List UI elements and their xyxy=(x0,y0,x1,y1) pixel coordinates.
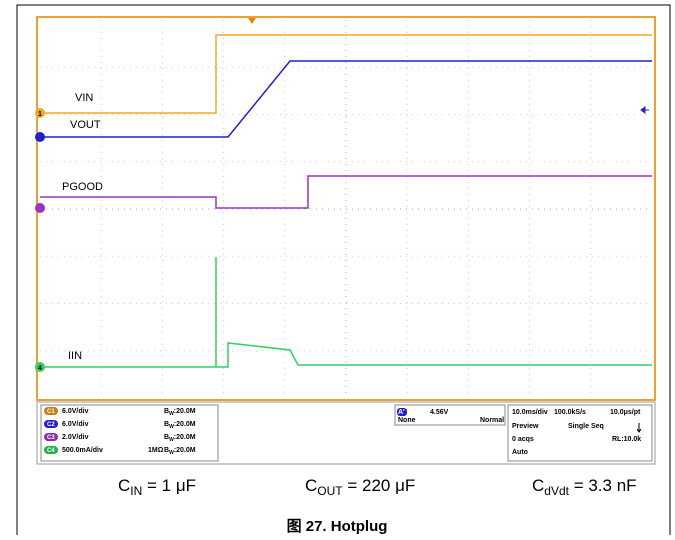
seq-arrow xyxy=(636,423,642,433)
iin-trace xyxy=(40,257,652,368)
bw-sub: W xyxy=(169,411,174,417)
caption-cin: CIN = 1 μF xyxy=(118,476,196,498)
bw-sub: W xyxy=(169,437,174,443)
trace-label: VOUT xyxy=(70,119,101,131)
channel-id: C4 xyxy=(47,448,55,454)
caption-rest: = 220 μF xyxy=(343,476,416,495)
ch4-marker xyxy=(35,362,45,372)
trigger-box xyxy=(394,404,506,426)
channel-bandwidth: BW:20.0M xyxy=(164,447,196,456)
bw-value: :20.0M xyxy=(174,421,196,428)
bw-base: B xyxy=(164,421,169,428)
trigger-source: A' xyxy=(398,409,405,416)
channel-id: C3 xyxy=(47,435,55,441)
vout-trace xyxy=(40,60,652,138)
resolution: 10.0μs/pt xyxy=(610,409,641,416)
sequence: Single Seq xyxy=(568,423,604,430)
trigger-chip xyxy=(397,408,407,416)
channel-scale: 500.0mA/div xyxy=(62,447,103,454)
bw-value: :20.0M xyxy=(174,434,196,441)
caption-rest: = 3.3 nF xyxy=(569,476,637,495)
acquisition-box xyxy=(507,404,653,462)
trigger-level: 4.56V xyxy=(430,409,449,416)
channel-scale: 6.0V/div xyxy=(62,408,89,415)
caption-base: C xyxy=(532,476,544,495)
bw-sub: W xyxy=(169,450,174,456)
ch4-marker-label: 4 xyxy=(38,365,42,372)
trigger-auto: Auto xyxy=(512,449,528,456)
channel-scale: 2.0V/div xyxy=(62,434,89,441)
figure-border xyxy=(16,4,671,535)
bw-value: :20.0M xyxy=(174,447,196,454)
grid xyxy=(40,20,652,398)
timebase: 10.0ms/div xyxy=(512,409,548,416)
channel-chip xyxy=(44,446,58,454)
channel-id: C2 xyxy=(47,422,55,428)
figure-caption: 图 27. Hotplug xyxy=(287,518,388,535)
sample-rate: 100.0kS/s xyxy=(554,409,586,416)
channel-id: C1 xyxy=(47,409,55,415)
caption-cout: COUT = 220 μF xyxy=(305,476,415,498)
caption-base: C xyxy=(305,476,317,495)
bw-sub: W xyxy=(169,424,174,430)
trigger-coupling: None xyxy=(398,417,416,424)
caption-sub: OUT xyxy=(317,484,343,498)
trigger-mode: Normal xyxy=(480,417,504,424)
channel-chip xyxy=(44,433,58,441)
ch1-marker-label: 1 xyxy=(38,111,42,118)
trace-label: PGOOD xyxy=(62,181,103,193)
acq-count: 0 acqs xyxy=(512,436,534,443)
preview: Preview xyxy=(512,423,539,430)
waveforms xyxy=(40,34,652,368)
acquisition-info: 10.0ms/div 100.0kS/s 10.0μs/pt Preview S… xyxy=(512,409,642,456)
channel-bandwidth: BW:20.0M xyxy=(164,434,196,443)
bw-value: :20.0M xyxy=(174,408,196,415)
caption-sub: IN xyxy=(130,484,142,498)
caption-sub: dVdt xyxy=(544,484,569,498)
trace-label: IIN xyxy=(68,350,82,362)
channel-scale: 6.0V/div xyxy=(62,421,89,428)
trigger-marker xyxy=(248,18,256,24)
caption-rest: = 1 μF xyxy=(142,476,196,495)
trace-label: VIN xyxy=(75,92,93,104)
caption-base: C xyxy=(118,476,130,495)
channel-bandwidth: BW:20.0M xyxy=(164,421,196,430)
bw-base: B xyxy=(164,408,169,415)
channel-chip xyxy=(44,420,58,428)
offset-arrow xyxy=(640,106,649,114)
bw-base: B xyxy=(164,447,169,454)
ch2-marker xyxy=(35,132,45,142)
bw-base: B xyxy=(164,434,169,441)
vin-trace xyxy=(40,34,652,114)
record-length: RL:10.0k xyxy=(612,436,641,443)
trigger-info: A' 4.56V None Normal xyxy=(397,408,504,424)
pgood-trace xyxy=(40,175,652,209)
ch1-marker xyxy=(35,108,45,118)
caption-cdvdt: CdVdt = 3.3 nF xyxy=(532,476,637,498)
channel-bandwidth: BW:20.0M xyxy=(164,408,196,417)
ch3-marker xyxy=(35,203,45,213)
channel-box xyxy=(40,404,219,462)
channel-impedance: 1MΩ xyxy=(148,447,164,454)
channel-chip xyxy=(44,407,58,415)
channel-markers: 1 4 xyxy=(35,108,45,372)
